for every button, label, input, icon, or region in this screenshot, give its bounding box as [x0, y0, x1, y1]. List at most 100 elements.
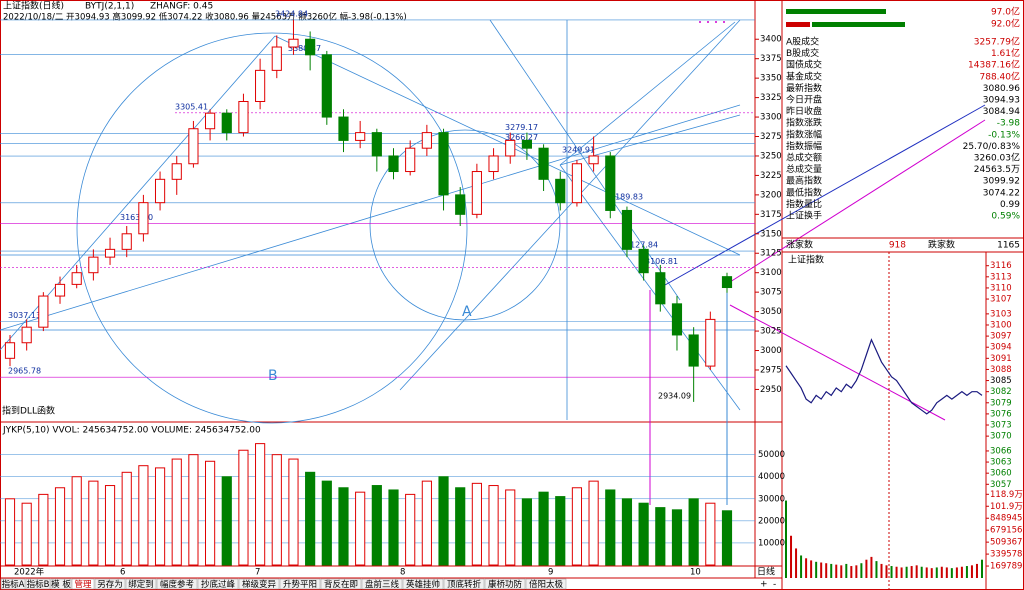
- toolbar-label[interactable]: 另存为: [97, 579, 123, 590]
- candle-body: [205, 112, 216, 130]
- toolbar-label[interactable]: 绑定到: [128, 579, 154, 590]
- volume-bar: [255, 443, 266, 566]
- candle-body: [588, 155, 599, 165]
- y-tick-label: 848945: [990, 514, 1022, 524]
- marker-dots: [699, 21, 725, 23]
- toolbar-button[interactable]: [0, 578, 26, 590]
- intraday-line: [785, 338, 983, 415]
- x-tick-label: 2022年: [14, 567, 45, 578]
- volume-bar: [221, 476, 232, 566]
- row-value: -3.98: [997, 119, 1021, 129]
- volume-bar: [605, 489, 616, 566]
- candle-body: [455, 194, 466, 215]
- toolbar-button[interactable]: [443, 578, 485, 590]
- toolbar-button[interactable]: [156, 578, 198, 590]
- toolbar-button[interactable]: [25, 578, 51, 590]
- volume-bar: [588, 480, 599, 566]
- toolbar-label[interactable]: 梯级变异: [242, 579, 277, 590]
- y-tick-label: 3063: [990, 458, 1012, 468]
- level-label: 3279.17: [505, 123, 538, 132]
- toolbar-button[interactable]: [279, 578, 321, 590]
- volume-bar: [671, 509, 683, 566]
- y-tick-label: 3085: [990, 376, 1012, 386]
- toolbar-button[interactable]: [71, 578, 95, 590]
- toolbar-label[interactable]: 顶底转折: [447, 579, 482, 590]
- y-tick-label: 3116: [990, 261, 1012, 271]
- candle-body: [605, 155, 616, 211]
- row-label: 总成交量: [786, 163, 822, 175]
- x-tick-label: 9: [548, 568, 553, 578]
- row-label: 总成交额: [786, 152, 822, 164]
- volume-bar: [488, 485, 499, 566]
- y-tick-label: 3125: [760, 249, 782, 259]
- y-tick-label: 30000: [758, 494, 785, 504]
- toolbar-button[interactable]: [484, 578, 526, 590]
- level-label: 3380.37: [288, 44, 321, 53]
- zoom-button[interactable]: -: [773, 580, 776, 590]
- row-label: B股成交: [786, 47, 819, 59]
- y-tick-label: 50000: [758, 450, 785, 460]
- toolbar-button[interactable]: [94, 578, 126, 590]
- toolbar-button[interactable]: [320, 578, 362, 590]
- row-label: 最低指数: [786, 186, 822, 198]
- toolbar-label[interactable]: 模 板: [51, 579, 71, 590]
- row-value: 3084.94: [983, 107, 1020, 117]
- toolbar-button[interactable]: [361, 578, 403, 590]
- toolbar-button[interactable]: [238, 578, 280, 590]
- candle-body: [121, 233, 132, 250]
- volume-bar: [121, 471, 132, 566]
- candle-body: [671, 303, 683, 336]
- volume-bar: [104, 485, 116, 566]
- volume-bar: [321, 480, 332, 566]
- y-tick-label: 3103: [990, 309, 1012, 319]
- candle-body: [4, 342, 16, 359]
- toolbar-button[interactable]: [50, 578, 72, 590]
- row-value: 3080.96: [983, 84, 1020, 94]
- volume-bar: [655, 507, 666, 566]
- level-label: 3424.84: [275, 9, 308, 18]
- toolbar-label[interactable]: 盘前三线: [365, 579, 400, 590]
- toolbar-label[interactable]: 背反在即: [324, 579, 358, 590]
- breadth: 1165: [997, 241, 1020, 251]
- row-value: 3260.03亿: [974, 152, 1020, 164]
- candle-body: [54, 283, 66, 297]
- toolbar-button[interactable]: [197, 578, 239, 590]
- x-tick-label: 6: [120, 568, 125, 578]
- toolbar-label[interactable]: 倍阳太极: [529, 579, 564, 590]
- toolbar-button[interactable]: [125, 578, 157, 590]
- candle-body: [271, 46, 282, 71]
- candle-body: [421, 132, 432, 149]
- level-label: 3163.00: [120, 213, 153, 222]
- y-tick-label: 40000: [758, 472, 785, 482]
- row-label: 国债成交: [786, 59, 822, 71]
- level-label: 3266.27: [505, 133, 538, 142]
- candle-body: [88, 256, 99, 274]
- y-tick-label: 2975: [760, 365, 782, 375]
- volume-bar: [455, 487, 466, 566]
- toolbar-button[interactable]: [402, 578, 444, 590]
- candle-body: [705, 318, 716, 367]
- toolbar-label[interactable]: 抄底过峰: [201, 579, 236, 590]
- toolbar-label[interactable]: 管理: [74, 579, 92, 590]
- toolbar-label[interactable]: 指标B: [27, 579, 50, 590]
- y-tick-label: 3325: [760, 93, 782, 103]
- volume-bar: [138, 465, 149, 566]
- volume-bar: [438, 476, 449, 566]
- volume-bar: [21, 502, 32, 566]
- toolbar-label[interactable]: 英雄挂帅: [406, 579, 440, 590]
- y-tick-label: 3275: [760, 132, 782, 142]
- zoom-button[interactable]: +: [760, 580, 768, 590]
- x-tick-label: 10: [690, 568, 701, 578]
- toolbar-button[interactable]: [525, 578, 567, 590]
- toolbar-label[interactable]: 康桥功防: [488, 579, 523, 590]
- breadth: 918: [889, 241, 906, 251]
- candle-body: [171, 163, 182, 180]
- toolbar-label[interactable]: 幅度参考: [160, 579, 194, 590]
- row-label: 指数涨幅: [786, 128, 822, 140]
- arrow: [729, 304, 946, 421]
- toolbar-label[interactable]: 升势平阳: [283, 579, 317, 590]
- toolbar-label[interactable]: 指标A: [2, 579, 25, 590]
- volume-bar: [238, 449, 249, 566]
- candle-body: [188, 128, 199, 165]
- candle-body: [38, 295, 49, 328]
